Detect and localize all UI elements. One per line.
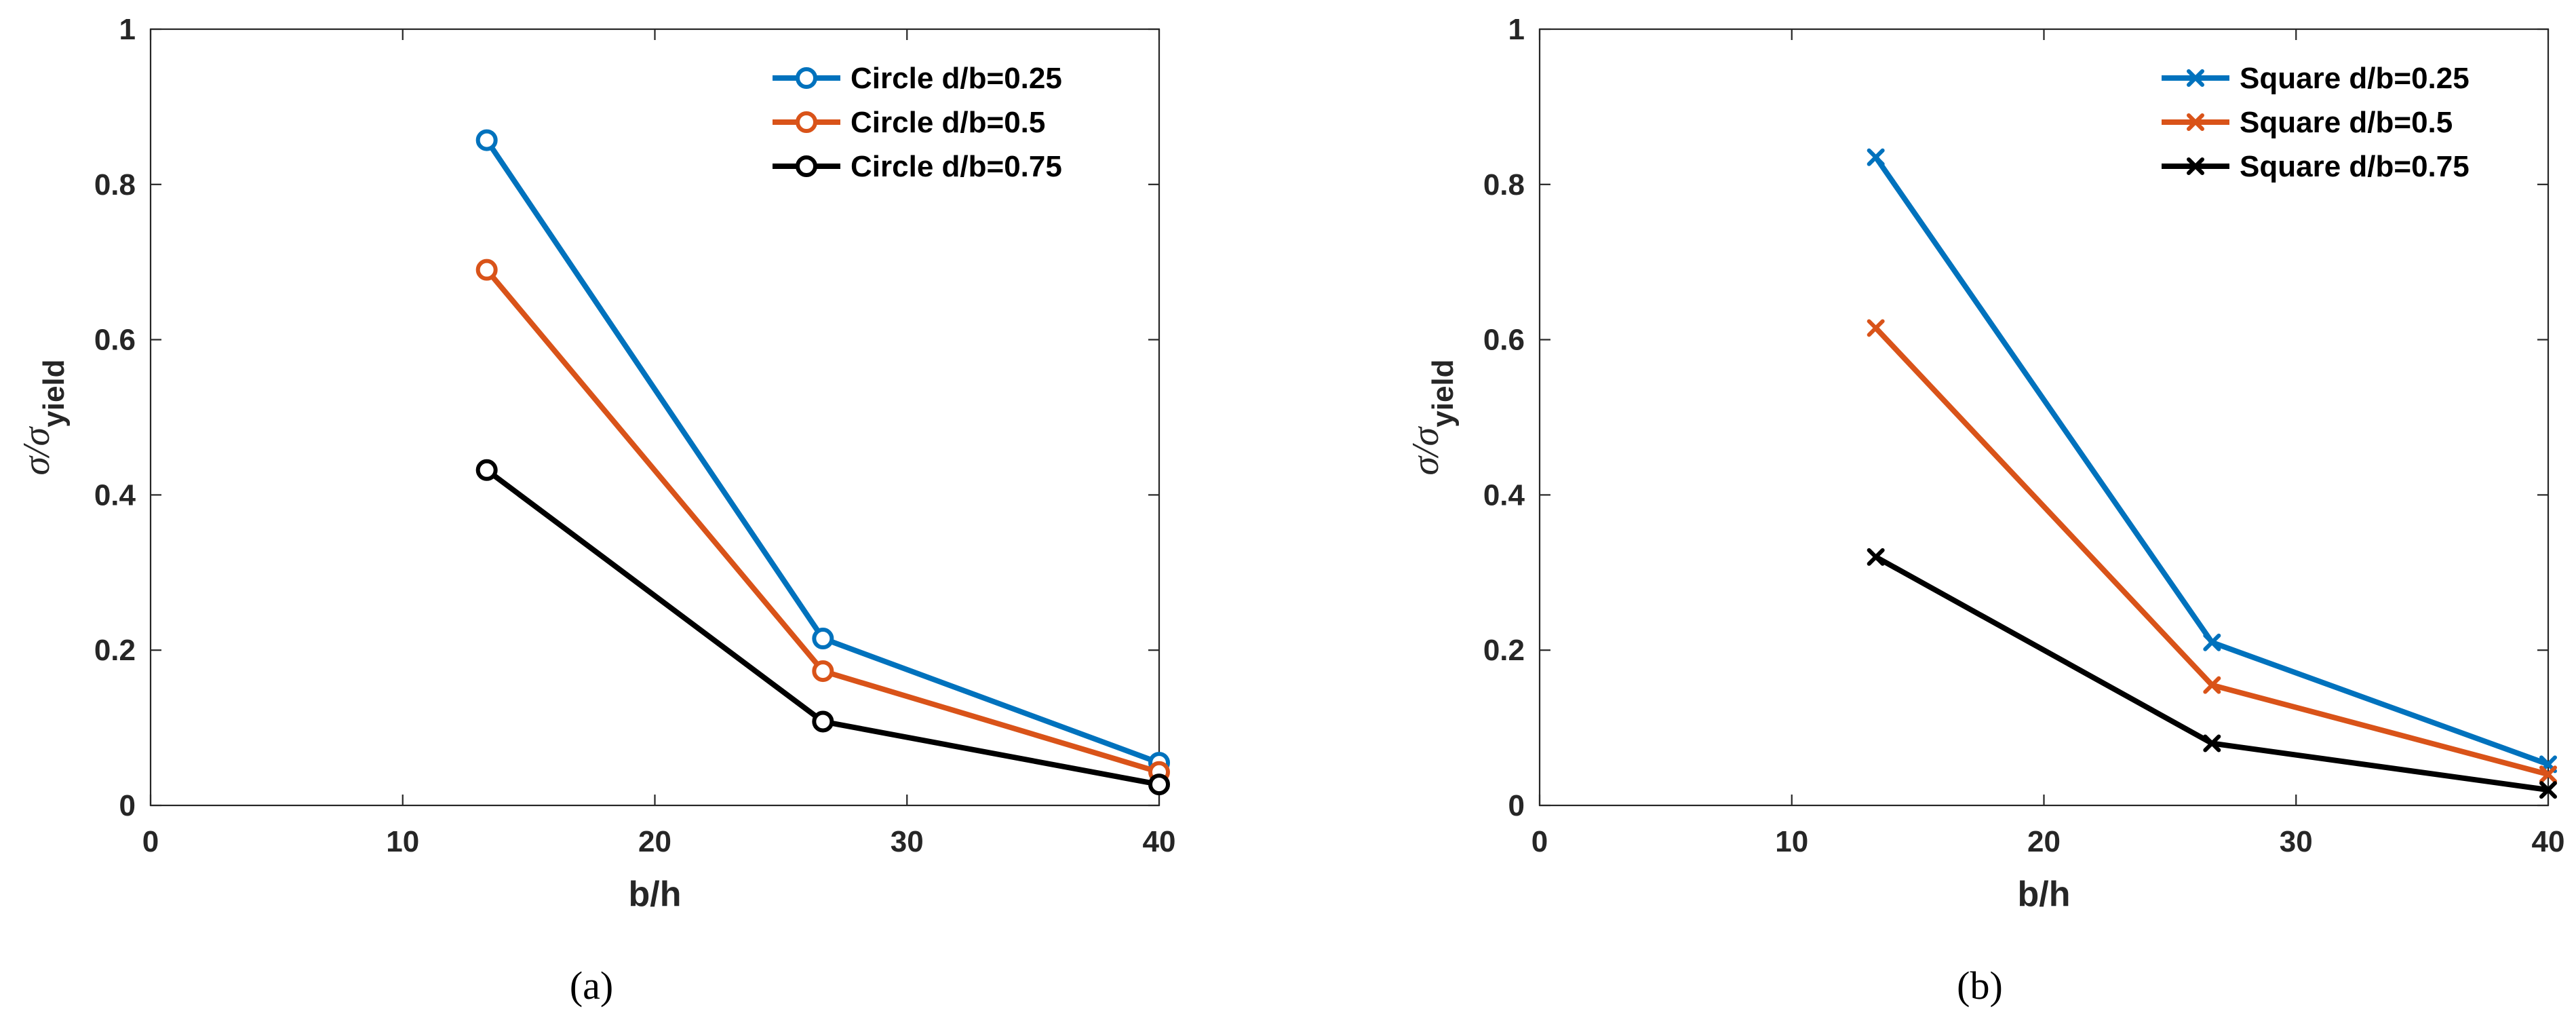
y-axis-label: σ/σyield [16,359,71,475]
data-point [475,459,498,481]
panel-caption: (a) [570,964,613,1008]
y-tick-label: 0.6 [1483,324,1525,357]
y-tick-label: 1 [119,13,136,46]
x-tick-label: 30 [2280,825,2313,858]
data-point [1867,548,1885,566]
panel-caption: (b) [1957,964,2003,1008]
y-tick-label: 0 [1508,789,1525,822]
y-axis-label-subscript: yield [37,359,71,427]
x-tick-label: 40 [2532,825,2565,858]
data-point [2203,734,2221,752]
y-tick-label: 0.8 [1483,168,1525,202]
y-tick-label: 0.2 [94,634,136,667]
legend-marker [796,155,817,177]
data-point [812,710,834,733]
data-point [2539,781,2557,799]
legend-label: Circle d/b=0.25 [851,62,1062,95]
plot-area [1538,28,2550,807]
x-tick-label: 40 [1143,825,1176,858]
y-tick-label: 0.2 [1483,634,1525,667]
data-point [2203,676,2221,694]
data-point [1867,148,1885,166]
chart-panel-a: 00.20.40.60.810 10 20 30 40b/hσ/σyieldCircle… [16,13,1175,1008]
data-point [2203,633,2221,651]
x-axis-label: b/h [629,875,682,914]
data-point [475,129,498,151]
y-tick-label: 0.4 [94,478,136,512]
legend-marker [796,67,817,89]
y-axis-label-subscript: yield [1426,359,1460,427]
y-tick-label: 0.6 [94,324,136,357]
y-tick-label: 0 [119,789,136,822]
chart-panel-b: 00.20.40.60.810 10 20 30 40b/hσ/σyieldSquare… [1405,13,2564,1008]
x-tick-label: 0 [142,825,159,858]
x-tick-label: 0 [1531,825,1548,858]
data-point [812,628,834,650]
y-axis-label-symbol: σ/σ [16,425,58,475]
x-tick-label: 10 [1775,825,1808,858]
data-point [1148,774,1170,796]
legend-label: Square d/b=0.5 [2240,106,2453,139]
legend-marker [2187,69,2204,87]
y-axis-label-symbol: σ/σ [1405,425,1447,475]
x-tick-label: 20 [2027,825,2061,858]
data-point [1867,319,1885,337]
plot-area [149,28,1160,807]
x-axis-label: b/h [2018,875,2071,914]
data-point [812,660,834,683]
legend-label: Circle d/b=0.75 [851,150,1062,183]
legend-label: Square d/b=0.25 [2240,62,2470,95]
x-tick-label: 20 [638,825,671,858]
y-tick-label: 0.4 [1483,478,1525,512]
y-tick-label: 0.8 [94,168,136,202]
data-point [2539,765,2557,784]
data-point [475,259,498,281]
legend-marker [2187,113,2204,131]
y-axis-label: σ/σyield [1405,359,1460,475]
legend-label: Square d/b=0.75 [2240,150,2470,183]
legend-marker [2187,157,2204,175]
legend-label: Circle d/b=0.5 [851,106,1045,139]
y-tick-label: 1 [1508,13,1525,46]
x-tick-label: 30 [891,825,924,858]
legend-marker [796,111,817,133]
x-tick-label: 10 [386,825,419,858]
